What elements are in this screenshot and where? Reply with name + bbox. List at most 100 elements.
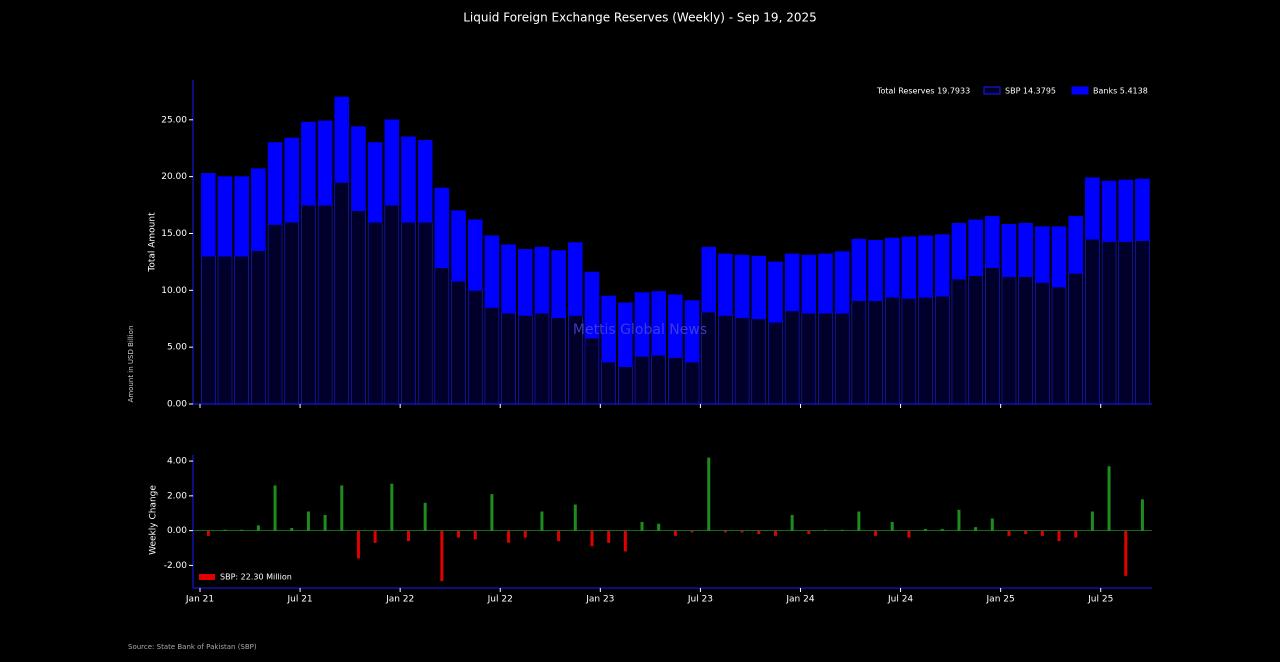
source: Source: State Bank of Pakistan (SBP) [128, 643, 257, 651]
banks-bar [734, 254, 750, 318]
banks-bar [451, 210, 466, 282]
sbp-bar [751, 318, 767, 405]
sbp-bar [868, 300, 883, 405]
banks-bar [417, 139, 433, 223]
banks-bar [1051, 226, 1067, 288]
sbp-bar [234, 255, 249, 405]
y-tick-label: 20.00 [161, 172, 187, 182]
change-bar [573, 504, 577, 531]
banks-bar [567, 242, 583, 316]
banks-bar [1018, 222, 1033, 277]
sbp-bar [251, 250, 266, 405]
change-bar [1107, 466, 1111, 531]
change-bar [673, 530, 677, 536]
banks-bar [968, 219, 983, 276]
change-bar [1090, 511, 1094, 531]
sbp-bar [884, 296, 900, 405]
y-tick-label: 10.00 [161, 286, 187, 296]
sbp-bar [951, 278, 967, 405]
sbp-bar [901, 297, 917, 405]
banks-bar [784, 253, 800, 312]
x-tick-label: Jul 21 [286, 595, 312, 605]
banks-bar [551, 250, 566, 318]
y-tick-label: 0.00 [167, 400, 187, 410]
sbp-bar [918, 296, 933, 405]
y-axis-unit: Amount in USD Billion [127, 326, 135, 403]
x-tick-label: Jan 21 [185, 595, 214, 605]
banks-bar [868, 239, 883, 301]
y-tick-label: 4.00 [167, 457, 187, 467]
banks-bar [234, 176, 249, 257]
change-bar [306, 511, 310, 531]
x-tick-label: Jan 25 [986, 595, 1015, 605]
sbp-bar [768, 321, 783, 405]
legend-total: Total Reserves 19.7933 [876, 87, 970, 96]
banks-bar [984, 216, 1000, 268]
banks-bar [668, 294, 683, 358]
sbp-bar [434, 267, 450, 405]
banks-bar [1085, 177, 1100, 240]
banks-bar [818, 253, 833, 314]
x-tick-label: Jan 23 [585, 595, 614, 605]
sbp-bar [734, 317, 750, 405]
change-bar [340, 485, 344, 531]
change-bar [223, 529, 227, 531]
banks-bar [651, 291, 667, 356]
banks-bar [517, 249, 533, 316]
banks-bar [217, 176, 233, 257]
change-bar [457, 530, 461, 538]
sbp-bar [534, 312, 550, 405]
sbp-bar [417, 221, 433, 405]
change-bar [723, 530, 727, 533]
banks-bar [267, 142, 283, 225]
sbp-bar [1051, 286, 1067, 405]
change-bar [824, 529, 827, 531]
banks-bar [618, 302, 633, 367]
watermark: Mettis Global News [573, 322, 707, 338]
change-bar [473, 530, 477, 540]
change-bar [323, 514, 327, 531]
sbp-bar [851, 300, 867, 405]
chart-title: Liquid Foreign Exchange Reserves (Weekly… [463, 11, 817, 25]
banks-bar [1068, 216, 1083, 274]
banks-bar [634, 292, 650, 357]
legend-label: SBP: 22.30 Million [220, 573, 292, 582]
sbp-bar [1135, 240, 1150, 405]
banks-bar [901, 236, 917, 299]
change-bar [490, 494, 494, 531]
change-bar [440, 530, 444, 582]
sbp-bar [217, 255, 233, 405]
sbp-bar [401, 221, 416, 405]
change-bar [206, 530, 210, 536]
banks-bar [301, 121, 316, 206]
banks-bar [768, 261, 783, 323]
y-tick-label: 25.00 [161, 115, 187, 125]
sbp-bar [317, 204, 333, 405]
banks-bar [1001, 224, 1017, 277]
y-tick-label: 0.00 [167, 526, 187, 536]
y-tick-label: 5.00 [167, 343, 187, 353]
x-tick-label: Jul 24 [887, 595, 913, 605]
change-bar [940, 528, 944, 531]
change-bar [290, 528, 294, 531]
y-axis-label: Weekly Change [149, 485, 159, 555]
sbp-bar [968, 275, 983, 405]
banks-bar [384, 119, 400, 206]
sbp-bar [334, 182, 350, 405]
change-bar [690, 530, 694, 533]
change-bar [273, 485, 277, 531]
banks-bar [718, 253, 733, 316]
change-bar [790, 514, 794, 531]
change-bar [1057, 530, 1061, 542]
change-bar [523, 530, 527, 538]
change-bar [640, 521, 644, 531]
banks-bar [1035, 226, 1050, 283]
sbp-bar [1068, 272, 1083, 405]
sbp-bar [818, 312, 833, 405]
sbp-bar [834, 312, 850, 405]
change-bar [1007, 530, 1011, 536]
sbp-bar [984, 267, 1000, 405]
sbp-bar [484, 307, 500, 405]
banks-bar [251, 168, 266, 251]
